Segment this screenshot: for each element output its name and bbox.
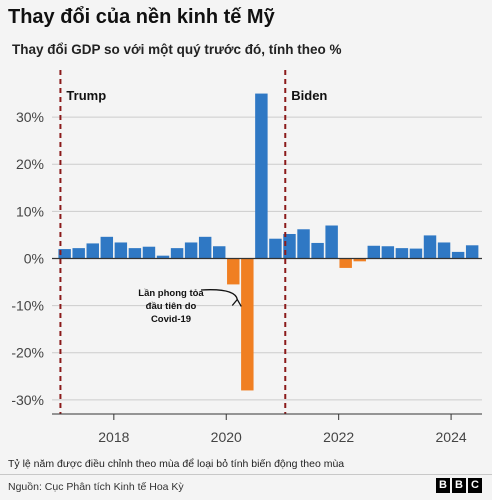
bar [227, 258, 240, 285]
term-marker-label: Biden [291, 88, 327, 103]
bar [58, 249, 71, 259]
footnote: Tỷ lệ năm được điều chỉnh theo mùa để lo… [8, 458, 345, 470]
bar [409, 248, 423, 259]
bbc-logo-letter: B [436, 478, 450, 493]
y-tick-label: 20% [16, 156, 44, 172]
gdp-bar-chart: 30% 20% 10% 0% -10% -20% -30% Trump Biden 2018 202… [11, 70, 482, 445]
y-tick-label: -20% [11, 345, 44, 361]
bar [72, 248, 85, 259]
bar [184, 242, 198, 259]
bar [297, 229, 310, 259]
bbc-logo: B B C [436, 478, 482, 493]
x-tick-label: 2018 [98, 429, 129, 445]
bar [395, 248, 409, 259]
bar [86, 243, 99, 259]
bbc-logo-letter: C [468, 478, 482, 493]
bbc-logo-letter: B [452, 478, 466, 493]
y-tick-label: -30% [11, 392, 44, 408]
chart-title: Thay đổi của nền kinh tế Mỹ [8, 6, 275, 28]
bar [437, 242, 451, 259]
x-tick-label: 2024 [436, 429, 467, 445]
bar [100, 236, 114, 259]
bar [170, 248, 184, 259]
annotation-arrow [200, 289, 238, 300]
bar [381, 246, 395, 259]
bar [142, 246, 156, 259]
chart-subtitle: Thay đổi GDP so với một quý trước đó, tí… [12, 42, 342, 57]
y-tick-label: -10% [11, 298, 44, 314]
x-tick-label: 2022 [323, 429, 354, 445]
annotation-arrowhead [231, 298, 242, 307]
annotation-text: Covid-19 [151, 314, 191, 325]
annotation-text: đầu tiên do [146, 301, 197, 312]
y-tick-label: 30% [16, 109, 44, 125]
source-note: Nguồn: Cục Phân tích Kinh tế Hoa Kỳ [8, 481, 184, 493]
bar [367, 245, 381, 259]
bar [212, 246, 226, 259]
annotation-text: Lần phong tỏa [138, 288, 204, 299]
bar [339, 258, 352, 268]
term-marker-label: Trump [66, 88, 106, 103]
bar [423, 235, 437, 259]
bar [269, 238, 282, 259]
bar [255, 93, 268, 259]
bar [128, 248, 142, 259]
bar [451, 251, 465, 259]
bar [465, 245, 479, 259]
bar [156, 255, 170, 259]
bar [241, 258, 254, 391]
bar [283, 233, 296, 259]
y-tick-label: 10% [16, 203, 44, 219]
y-tick-label: 0% [24, 250, 44, 266]
x-tick-label: 2020 [211, 429, 242, 445]
bar [353, 258, 366, 262]
footer-divider [0, 474, 492, 475]
bar [325, 225, 338, 259]
bar [198, 236, 212, 259]
bar [114, 242, 128, 259]
bar [311, 242, 324, 259]
